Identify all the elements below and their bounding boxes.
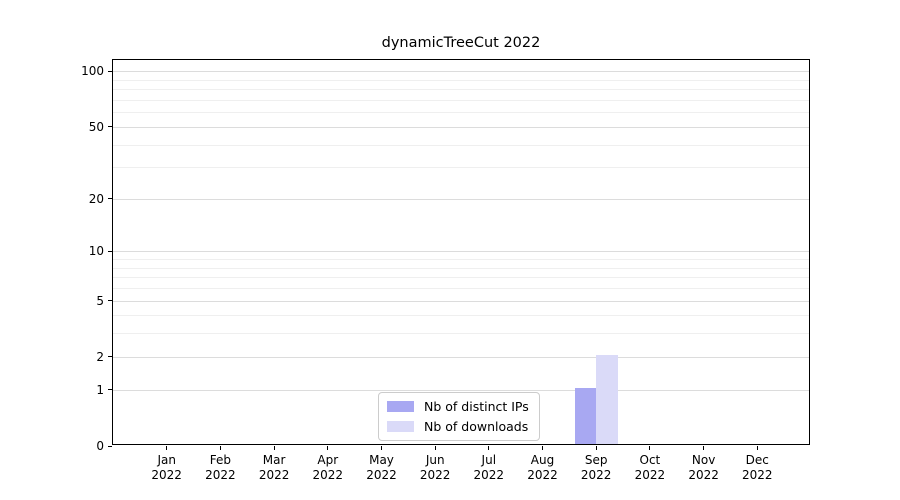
x-tick-month: Jul	[481, 453, 497, 467]
x-tick-label: Sep 2022	[556, 453, 636, 483]
y-tick-label: 0	[96, 439, 104, 453]
legend-entry-distinct-ips: Nb of distinct IPs	[387, 399, 529, 414]
bar-downloads	[596, 354, 618, 444]
gridline-major	[113, 71, 809, 73]
x-tick-month: Aug	[530, 453, 555, 467]
x-tick-month: Nov	[691, 453, 716, 467]
x-tick-year: 2022	[634, 468, 666, 482]
x-tick-mark	[434, 446, 436, 450]
gridline-minor	[113, 277, 809, 279]
chart-title: dynamicTreeCut 2022	[381, 35, 541, 51]
legend-swatch-distinct-ips	[387, 401, 414, 412]
y-tick-label: 2	[96, 349, 104, 364]
x-tick-label: Dec 2022	[717, 453, 797, 483]
y-tick-mark	[108, 356, 112, 358]
x-tick-label: Apr 2022	[288, 453, 368, 483]
gridline-minor	[113, 333, 809, 335]
x-tick-year: 2022	[258, 468, 290, 482]
y-tick-mark	[108, 126, 112, 128]
y-tick-mark	[108, 389, 112, 391]
x-tick-month: Apr	[317, 453, 339, 467]
x-tick-mark	[756, 446, 758, 450]
x-tick-label: Jul 2022	[449, 453, 529, 483]
x-tick-mark	[166, 446, 168, 450]
x-tick-mark	[327, 446, 329, 450]
legend-entry-downloads: Nb of downloads	[387, 419, 529, 434]
gridline-major	[113, 300, 809, 302]
y-tick-label: 50	[88, 119, 104, 134]
gridline-minor	[113, 144, 809, 146]
x-tick-year: 2022	[151, 468, 182, 482]
plot-area: 0 1 2 5 10 20 50 100 Jan 2022 Feb 2022 Mar 2022 Apr 202…	[81, 59, 810, 482]
x-tick-year: 2022	[473, 468, 505, 482]
x-tick-year: 2022	[742, 468, 773, 482]
x-tick-month: Jun	[425, 453, 445, 467]
x-tick-label: Jun 2022	[395, 453, 475, 483]
legend-label-distinct-ips: Nb of distinct IPs	[424, 399, 529, 414]
x-tick-label: Mar 2022	[234, 453, 314, 483]
gridline-minor	[113, 259, 809, 260]
y-tick-mark	[108, 300, 112, 301]
gridline-major	[113, 389, 809, 391]
x-tick-mark	[219, 446, 221, 450]
legend: Nb of distinct IPs Nb of downloads	[378, 392, 540, 441]
x-tick-month: Jan	[157, 453, 176, 467]
x-tick-mark	[649, 446, 651, 450]
y-tick-mark	[108, 445, 112, 447]
legend-label-downloads: Nb of downloads	[424, 419, 529, 434]
y-tick-mark	[108, 250, 112, 252]
x-tick-year: 2022	[366, 468, 397, 482]
gridline-minor	[113, 89, 809, 91]
x-tick-mark	[381, 446, 382, 450]
gridline-major	[113, 356, 809, 358]
plot-inner: 0 1 2 5 10 20 50 100 Jan 2022 Feb 2022 Mar 2022 Apr 202…	[81, 60, 809, 482]
y-tick-label: 5	[96, 293, 104, 308]
gridline-minor	[113, 167, 809, 169]
legend-swatch-downloads	[387, 421, 414, 432]
gridline-minor	[113, 267, 809, 269]
x-tick-label: Jan 2022	[127, 453, 207, 483]
gridline-minor	[113, 112, 809, 114]
x-tick-month: Oct	[639, 453, 661, 467]
y-tick-label: 20	[88, 191, 104, 206]
x-tick-mark	[488, 446, 490, 450]
gridline-major	[113, 126, 809, 128]
x-tick-mark	[595, 446, 597, 450]
x-tick-mark	[542, 446, 543, 450]
y-tick-mark	[108, 70, 112, 72]
x-tick-label: Feb 2022	[180, 453, 260, 483]
y-tick-label: 1	[96, 382, 104, 397]
x-tick-year: 2022	[527, 468, 558, 482]
x-tick-month: Mar	[262, 453, 286, 467]
gridline-major	[113, 198, 809, 200]
x-tick-mark	[273, 446, 275, 450]
gridline-minor	[113, 99, 809, 101]
x-tick-month: Dec	[745, 453, 769, 467]
y-tick-mark	[108, 198, 112, 200]
gridline-major	[113, 251, 809, 253]
x-tick-year: 2022	[580, 468, 612, 482]
x-tick-label: Oct 2022	[610, 453, 690, 483]
x-tick-month: May	[369, 453, 394, 467]
x-tick-year: 2022	[312, 468, 344, 482]
x-tick-year: 2022	[419, 468, 451, 482]
gridline-minor	[113, 79, 809, 81]
gridline-minor	[113, 288, 809, 289]
x-tick-label: May 2022	[342, 453, 422, 483]
x-tick-label: Aug 2022	[503, 453, 583, 483]
bar-distinct-ips	[574, 387, 597, 444]
x-tick-month: Feb	[209, 453, 232, 467]
x-tick-mark	[703, 446, 705, 450]
y-tick-label: 100	[81, 64, 104, 79]
gridline-minor	[113, 315, 809, 317]
x-tick-label: Nov 2022	[664, 453, 744, 483]
y-tick-label: 10	[88, 244, 104, 259]
x-tick-month: Sep	[584, 453, 608, 467]
x-tick-year: 2022	[688, 468, 719, 482]
x-tick-year: 2022	[205, 468, 236, 482]
